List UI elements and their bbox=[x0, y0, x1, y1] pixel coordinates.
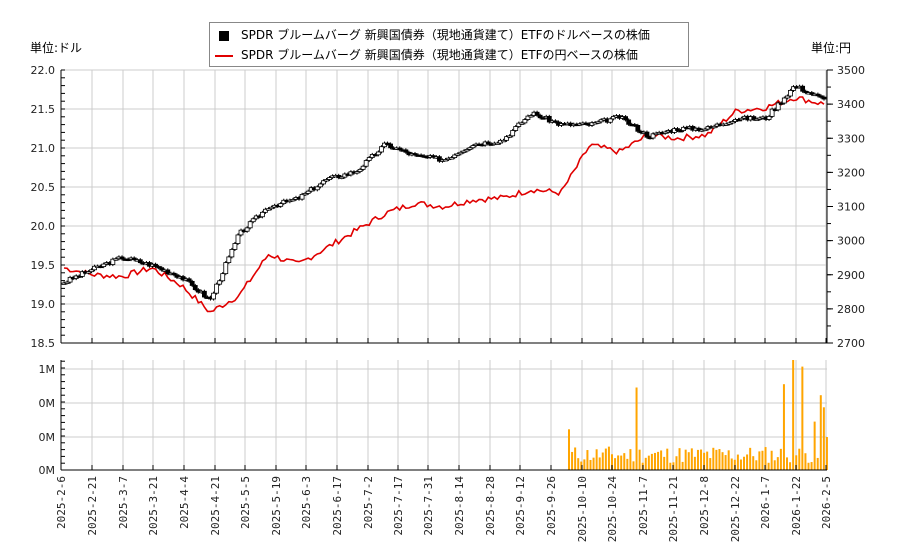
svg-text:2025-8-28: 2025-8-28 bbox=[484, 476, 497, 536]
svg-text:2026-1-22: 2026-1-22 bbox=[790, 476, 803, 536]
svg-text:2025-11-21: 2025-11-21 bbox=[667, 476, 680, 542]
usd-candlesticks bbox=[61, 84, 827, 301]
svg-text:2700: 2700 bbox=[837, 337, 865, 350]
legend-item-jpy: SPDR ブルームバーグ 新興国債券（現地通貨建て）ETFの円ベースの株価 bbox=[215, 46, 638, 64]
svg-text:2025-5-19: 2025-5-19 bbox=[270, 476, 283, 536]
svg-text:2025-11-7: 2025-11-7 bbox=[637, 476, 650, 536]
svg-text:2025-2-6: 2025-2-6 bbox=[55, 476, 68, 529]
legend-item-usd: SPDR ブルームバーグ 新興国債券（現地通貨建て）ETFのドルベースの株価 bbox=[216, 26, 650, 44]
svg-text:2025-6-3: 2025-6-3 bbox=[300, 476, 313, 529]
axis-labels: 18.5 19.0 19.5 20.0 20.5 21.0 21.5 22.0 2700 2800… bbox=[31, 64, 866, 542]
svg-text:3300: 3300 bbox=[837, 132, 865, 145]
svg-text:19.5: 19.5 bbox=[31, 259, 56, 272]
svg-text:3500: 3500 bbox=[837, 64, 865, 77]
svg-text:2025-3-7: 2025-3-7 bbox=[117, 476, 130, 529]
svg-text:2025-4-4: 2025-4-4 bbox=[178, 476, 191, 529]
svg-text:2025-2-21: 2025-2-21 bbox=[86, 476, 99, 536]
svg-text:19.0: 19.0 bbox=[31, 298, 56, 311]
svg-text:20.5: 20.5 bbox=[31, 181, 56, 194]
svg-text:2025-12-22: 2025-12-22 bbox=[729, 476, 742, 542]
svg-text:2025-7-31: 2025-7-31 bbox=[422, 476, 435, 536]
svg-text:2900: 2900 bbox=[837, 269, 865, 282]
svg-text:2800: 2800 bbox=[837, 303, 865, 316]
svg-text:2025-4-21: 2025-4-21 bbox=[209, 476, 222, 536]
svg-text:3000: 3000 bbox=[837, 235, 865, 248]
jpy-price-line bbox=[63, 96, 825, 313]
legend-label-jpy: SPDR ブルームバーグ 新興国債券（現地通貨建て）ETFの円ベースの株価 bbox=[241, 48, 638, 62]
svg-text:2025-9-12: 2025-9-12 bbox=[514, 476, 527, 536]
chart-legend: SPDR ブルームバーグ 新興国債券（現地通貨建て）ETFのドルベースの株価 S… bbox=[209, 22, 689, 67]
axes bbox=[60, 69, 833, 471]
black-square-icon bbox=[219, 30, 229, 41]
svg-text:0M: 0M bbox=[39, 397, 56, 410]
price-grid bbox=[60, 69, 827, 344]
svg-text:2025-10-10: 2025-10-10 bbox=[576, 476, 589, 542]
svg-text:2025-10-24: 2025-10-24 bbox=[606, 476, 619, 543]
volume-bars bbox=[568, 360, 828, 470]
left-axis-unit: 単位:ドル bbox=[30, 41, 83, 55]
svg-text:20.0: 20.0 bbox=[31, 220, 56, 233]
svg-text:2025-7-17: 2025-7-17 bbox=[392, 476, 405, 536]
volume-grid bbox=[60, 360, 827, 470]
svg-text:2025-12-8: 2025-12-8 bbox=[698, 476, 711, 536]
red-line-icon bbox=[215, 54, 233, 57]
svg-text:2025-5-5: 2025-5-5 bbox=[239, 476, 252, 529]
svg-text:3100: 3100 bbox=[837, 201, 865, 214]
svg-text:2025-7-2: 2025-7-2 bbox=[362, 476, 375, 529]
svg-text:2025-9-26: 2025-9-26 bbox=[545, 476, 558, 536]
legend-label-usd: SPDR ブルームバーグ 新興国債券（現地通貨建て）ETFのドルベースの株価 bbox=[241, 28, 650, 42]
svg-text:22.0: 22.0 bbox=[31, 64, 56, 77]
svg-text:3400: 3400 bbox=[837, 98, 865, 111]
svg-text:2026-1-7: 2026-1-7 bbox=[759, 476, 772, 529]
svg-text:0M: 0M bbox=[39, 464, 56, 477]
svg-text:18.5: 18.5 bbox=[31, 337, 56, 350]
svg-text:2026-2-5: 2026-2-5 bbox=[820, 476, 833, 529]
svg-text:2025-8-14: 2025-8-14 bbox=[453, 476, 466, 536]
svg-text:21.0: 21.0 bbox=[31, 142, 56, 155]
svg-text:2025-6-17: 2025-6-17 bbox=[331, 476, 344, 536]
right-axis-unit: 単位:円 bbox=[811, 41, 852, 55]
svg-text:1M: 1M bbox=[39, 363, 56, 376]
svg-text:0M: 0M bbox=[39, 431, 56, 444]
svg-text:3200: 3200 bbox=[837, 166, 865, 179]
svg-text:2025-3-21: 2025-3-21 bbox=[147, 476, 160, 536]
svg-text:21.5: 21.5 bbox=[31, 103, 56, 116]
